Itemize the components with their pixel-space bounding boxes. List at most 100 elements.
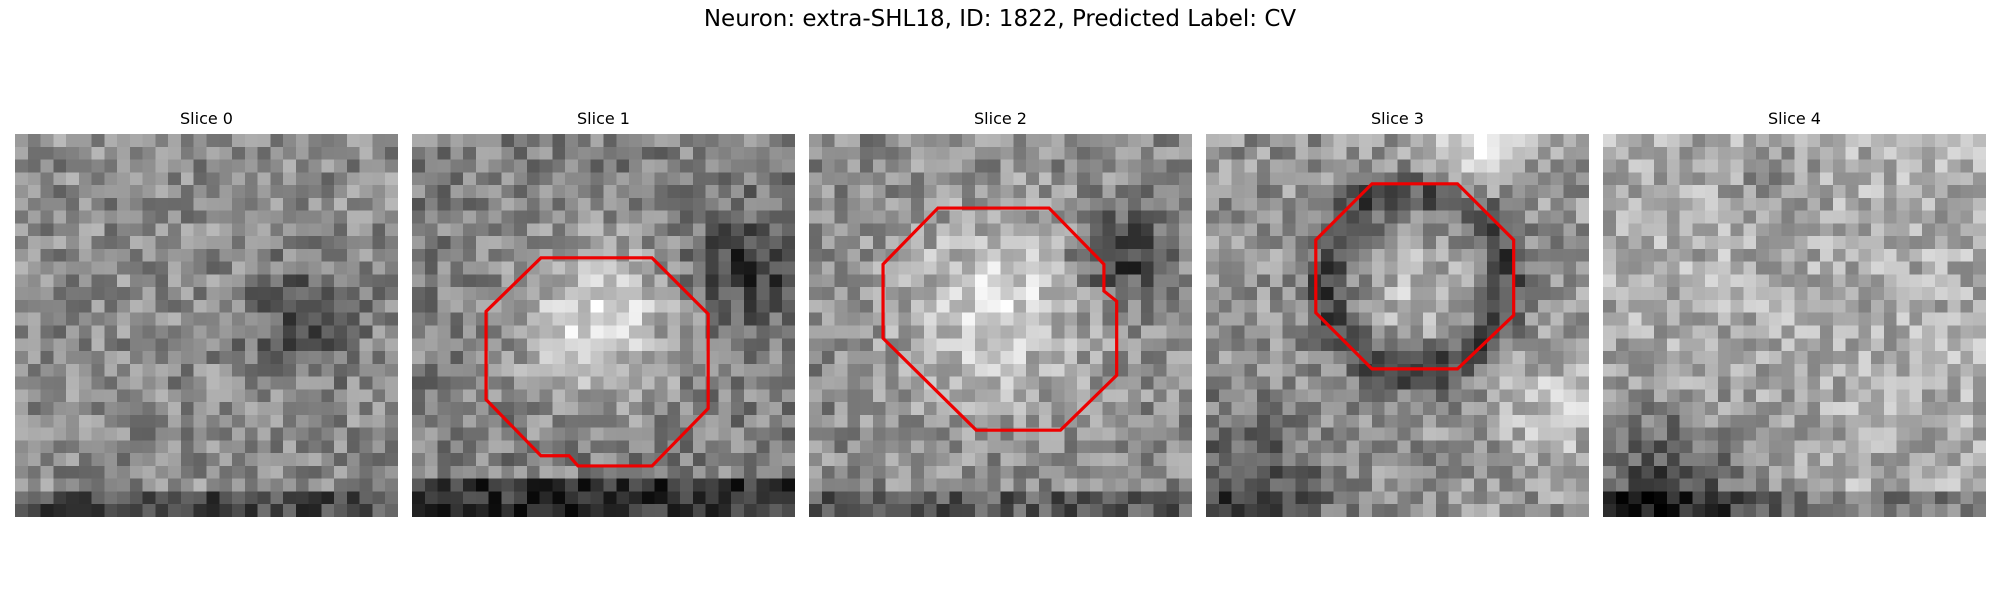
- pixel: [1615, 134, 1629, 148]
- pixel: [412, 351, 426, 365]
- pixel: [1756, 287, 1770, 301]
- pixel: [898, 159, 912, 173]
- pixel: [577, 427, 591, 441]
- pixel: [782, 172, 795, 186]
- pixel: [206, 478, 220, 492]
- pixel: [936, 453, 950, 467]
- pixel: [359, 146, 373, 160]
- pixel: [1896, 376, 1910, 390]
- pixel: [603, 287, 617, 301]
- pixel: [1858, 453, 1872, 467]
- pixel: [244, 414, 258, 428]
- pixel: [1973, 134, 1986, 148]
- pixel: [1102, 402, 1116, 416]
- pixel: [1295, 248, 1309, 262]
- pixel: [155, 312, 169, 326]
- pixel: [514, 236, 528, 250]
- pixel: [1026, 248, 1040, 262]
- pixel: [552, 134, 566, 148]
- pixel: [911, 491, 925, 505]
- pixel: [1705, 504, 1719, 517]
- pixel: [526, 453, 540, 467]
- pixel: [193, 274, 207, 288]
- pixel: [475, 491, 489, 505]
- pixel: [1743, 465, 1757, 479]
- pixel: [168, 134, 182, 148]
- pixel: [526, 414, 540, 428]
- pixel: [577, 172, 591, 186]
- pixel: [206, 414, 220, 428]
- pixel: [346, 440, 360, 454]
- pixel: [743, 299, 757, 313]
- pixel: [1730, 351, 1744, 365]
- pixel: [539, 414, 553, 428]
- pixel: [1257, 465, 1271, 479]
- pixel: [1666, 312, 1680, 326]
- pixel: [232, 223, 246, 237]
- pixel: [809, 338, 823, 352]
- pixel: [847, 402, 861, 416]
- pixel: [1371, 197, 1385, 211]
- pixel: [1934, 363, 1948, 377]
- pixel: [680, 414, 694, 428]
- pixel: [539, 312, 553, 326]
- pixel: [1756, 261, 1770, 275]
- pixel: [898, 478, 912, 492]
- pixel: [616, 134, 630, 148]
- pixel: [1973, 440, 1986, 454]
- pixel: [1423, 287, 1437, 301]
- pixel: [731, 351, 745, 365]
- pixel: [346, 236, 360, 250]
- pixel: [1743, 363, 1757, 377]
- pixel: [743, 414, 757, 428]
- pixel: [1705, 414, 1719, 428]
- pixel: [590, 312, 604, 326]
- pixel: [1499, 223, 1513, 237]
- pixel: [372, 414, 386, 428]
- pixel: [987, 312, 1001, 326]
- pixel: [809, 491, 823, 505]
- pixel: [346, 210, 360, 224]
- pixel: [1115, 338, 1129, 352]
- pixel: [577, 236, 591, 250]
- pixel: [1179, 389, 1192, 403]
- pixel: [769, 465, 783, 479]
- pixel: [834, 325, 848, 339]
- pixel: [1486, 478, 1500, 492]
- pixel: [616, 261, 630, 275]
- pixel: [1858, 338, 1872, 352]
- pixel: [1512, 376, 1526, 390]
- pixel: [308, 159, 322, 173]
- pixel: [244, 351, 258, 365]
- pixel: [514, 325, 528, 339]
- pixel: [1603, 440, 1617, 454]
- pixel: [155, 427, 169, 441]
- pixel: [860, 414, 874, 428]
- pixel: [1960, 389, 1974, 403]
- pixel: [1320, 261, 1334, 275]
- pixel: [782, 465, 795, 479]
- pixel: [1013, 351, 1027, 365]
- pixel: [1537, 146, 1551, 160]
- pixel: [270, 414, 284, 428]
- pixel: [180, 312, 194, 326]
- pixel: [936, 376, 950, 390]
- pixel: [321, 440, 335, 454]
- pixel: [1128, 351, 1142, 365]
- pixel: [168, 312, 182, 326]
- pixel: [53, 414, 67, 428]
- pixel: [295, 287, 309, 301]
- pixel: [1128, 185, 1142, 199]
- pixel: [27, 287, 41, 301]
- pixel: [193, 185, 207, 199]
- pixel: [334, 465, 348, 479]
- pixel: [1641, 338, 1655, 352]
- pixel: [1282, 453, 1296, 467]
- pixel: [718, 185, 732, 199]
- pixel: [1550, 248, 1564, 262]
- pixel: [860, 402, 874, 416]
- pixel: [117, 299, 131, 313]
- pixel: [1960, 312, 1974, 326]
- pixel: [1537, 389, 1551, 403]
- pixel: [590, 389, 604, 403]
